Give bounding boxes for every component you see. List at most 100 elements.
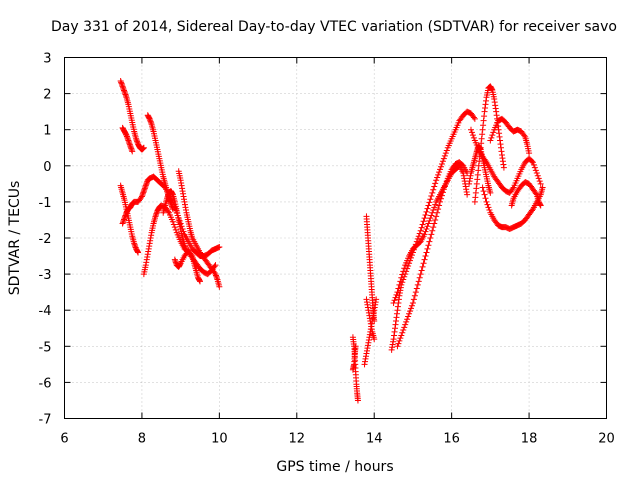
data-point — [418, 267, 425, 274]
data-point — [430, 207, 437, 214]
data-point — [528, 207, 535, 214]
y-axis-label: SDTVAR / TECUs — [7, 181, 23, 296]
series-sat-t — [479, 184, 546, 232]
data-point — [432, 201, 439, 208]
series-sat-q — [390, 162, 471, 306]
data-point — [172, 226, 179, 233]
data-point — [429, 227, 436, 234]
data-point — [432, 216, 439, 223]
data-point — [437, 163, 444, 170]
data-point — [395, 340, 402, 347]
data-points — [117, 77, 546, 404]
data-point — [422, 228, 429, 235]
data-point — [406, 310, 413, 317]
data-point — [500, 164, 507, 171]
data-point — [396, 281, 403, 288]
data-point — [436, 202, 443, 209]
data-point — [417, 271, 424, 278]
data-point — [399, 329, 406, 336]
data-point — [414, 281, 421, 288]
data-point — [425, 202, 432, 209]
data-point — [422, 211, 429, 218]
data-point — [423, 249, 430, 256]
series-sat-w — [466, 142, 494, 196]
data-point — [420, 260, 427, 267]
data-point — [529, 159, 536, 166]
x-tick-label: 10 — [211, 432, 228, 447]
data-point — [394, 289, 401, 296]
data-point — [409, 299, 416, 306]
data-point — [399, 271, 406, 278]
data-point — [436, 169, 443, 176]
data-point — [397, 335, 404, 342]
data-point — [430, 224, 437, 231]
data-point — [188, 251, 195, 258]
y-tick-label: -7 — [39, 413, 52, 428]
series-sat-k — [349, 343, 359, 373]
series-sat-a — [117, 77, 147, 153]
data-point — [407, 308, 414, 315]
y-tick-label: -5 — [39, 340, 52, 355]
x-tick-label: 12 — [289, 432, 306, 447]
data-point — [401, 324, 408, 331]
data-point — [439, 158, 446, 165]
data-point — [443, 147, 450, 154]
y-tick-label: -2 — [39, 232, 52, 247]
y-tick-label: 3 — [43, 52, 51, 67]
data-point — [488, 134, 495, 141]
data-point — [403, 318, 410, 325]
data-point — [216, 244, 223, 251]
x-tick-label: 8 — [138, 432, 146, 447]
data-point — [432, 180, 439, 187]
data-point — [468, 126, 474, 133]
data-point — [412, 289, 419, 296]
data-point — [534, 172, 541, 179]
data-point — [400, 268, 407, 275]
data-point — [140, 144, 147, 151]
data-point — [420, 218, 427, 225]
series-sat-h — [171, 247, 203, 285]
data-point — [531, 164, 538, 171]
y-tick-label: -1 — [39, 196, 52, 211]
data-point — [435, 171, 442, 178]
data-point — [487, 189, 494, 196]
data-point — [537, 202, 544, 209]
series-sat-r — [471, 83, 507, 205]
data-point — [440, 155, 447, 162]
x-axis-label: GPS time / hours — [276, 459, 393, 475]
data-point — [393, 291, 400, 298]
data-point — [400, 327, 407, 334]
data-point — [532, 190, 539, 197]
y-tick-label: 0 — [43, 160, 51, 175]
data-point — [419, 221, 426, 228]
data-point — [407, 305, 414, 312]
data-point — [169, 218, 176, 225]
chart-title: Day 331 of 2014, Sidereal Day-to-day VTE… — [51, 19, 617, 35]
data-point — [413, 285, 420, 292]
data-point — [414, 235, 421, 242]
data-point — [479, 184, 486, 191]
data-point — [431, 183, 438, 190]
x-tick-label: 14 — [366, 432, 383, 447]
x-tick-label: 16 — [443, 432, 460, 447]
data-point — [423, 225, 430, 232]
data-point — [354, 397, 361, 404]
series-sat-n — [363, 296, 378, 343]
data-point — [421, 256, 428, 263]
data-point — [373, 296, 380, 303]
data-point — [434, 174, 441, 181]
y-tick-label: 2 — [43, 88, 51, 103]
data-point — [442, 150, 449, 157]
data-point — [509, 185, 516, 192]
data-point — [129, 148, 136, 155]
data-point — [398, 332, 405, 339]
data-point — [526, 150, 533, 157]
data-point — [484, 201, 491, 208]
data-point — [394, 343, 401, 350]
data-point — [418, 224, 425, 231]
data-point — [171, 224, 178, 231]
data-point — [416, 274, 423, 281]
grid-lines — [64, 57, 607, 419]
data-point — [536, 178, 543, 185]
data-point — [396, 337, 403, 344]
